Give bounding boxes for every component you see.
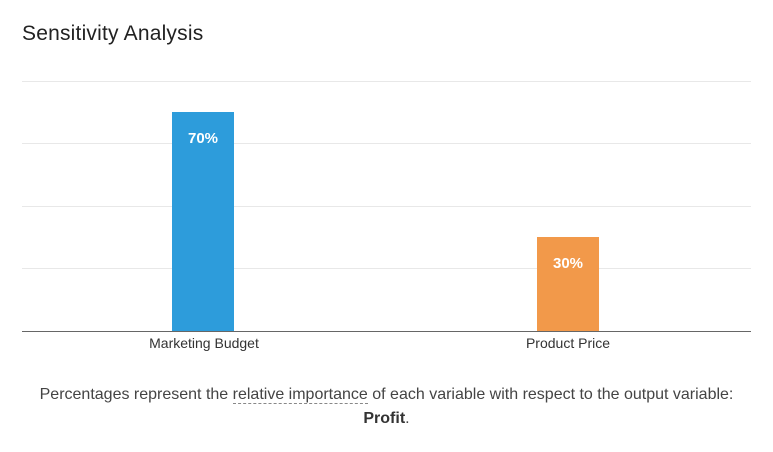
note-suffix: . — [405, 410, 410, 427]
gridline — [22, 268, 751, 269]
chart-footnote: Percentages represent the relative impor… — [22, 383, 751, 431]
gridline — [22, 143, 751, 144]
note-prefix: Percentages represent the — [39, 386, 233, 403]
x-axis-line — [22, 331, 751, 332]
gridline — [22, 81, 751, 82]
note-middle: of each variable with respect to the out… — [367, 386, 734, 403]
x-tick-label: Product Price — [525, 335, 611, 351]
output-variable: Profit — [363, 410, 406, 427]
bar-value-label: 70% — [187, 130, 219, 147]
bar-chart-plot-area: 70% 30% — [22, 81, 751, 332]
gridline — [22, 206, 751, 207]
chart-title: Sensitivity Analysis — [22, 22, 204, 45]
bar-product-price[interactable]: 30% — [537, 237, 599, 331]
relative-importance-tooltip-term[interactable]: relative importance — [232, 386, 368, 404]
bar-marketing-budget[interactable]: 70% — [172, 112, 234, 331]
x-tick-label: Marketing Budget — [149, 335, 259, 351]
bar-value-label: 30% — [552, 255, 584, 272]
